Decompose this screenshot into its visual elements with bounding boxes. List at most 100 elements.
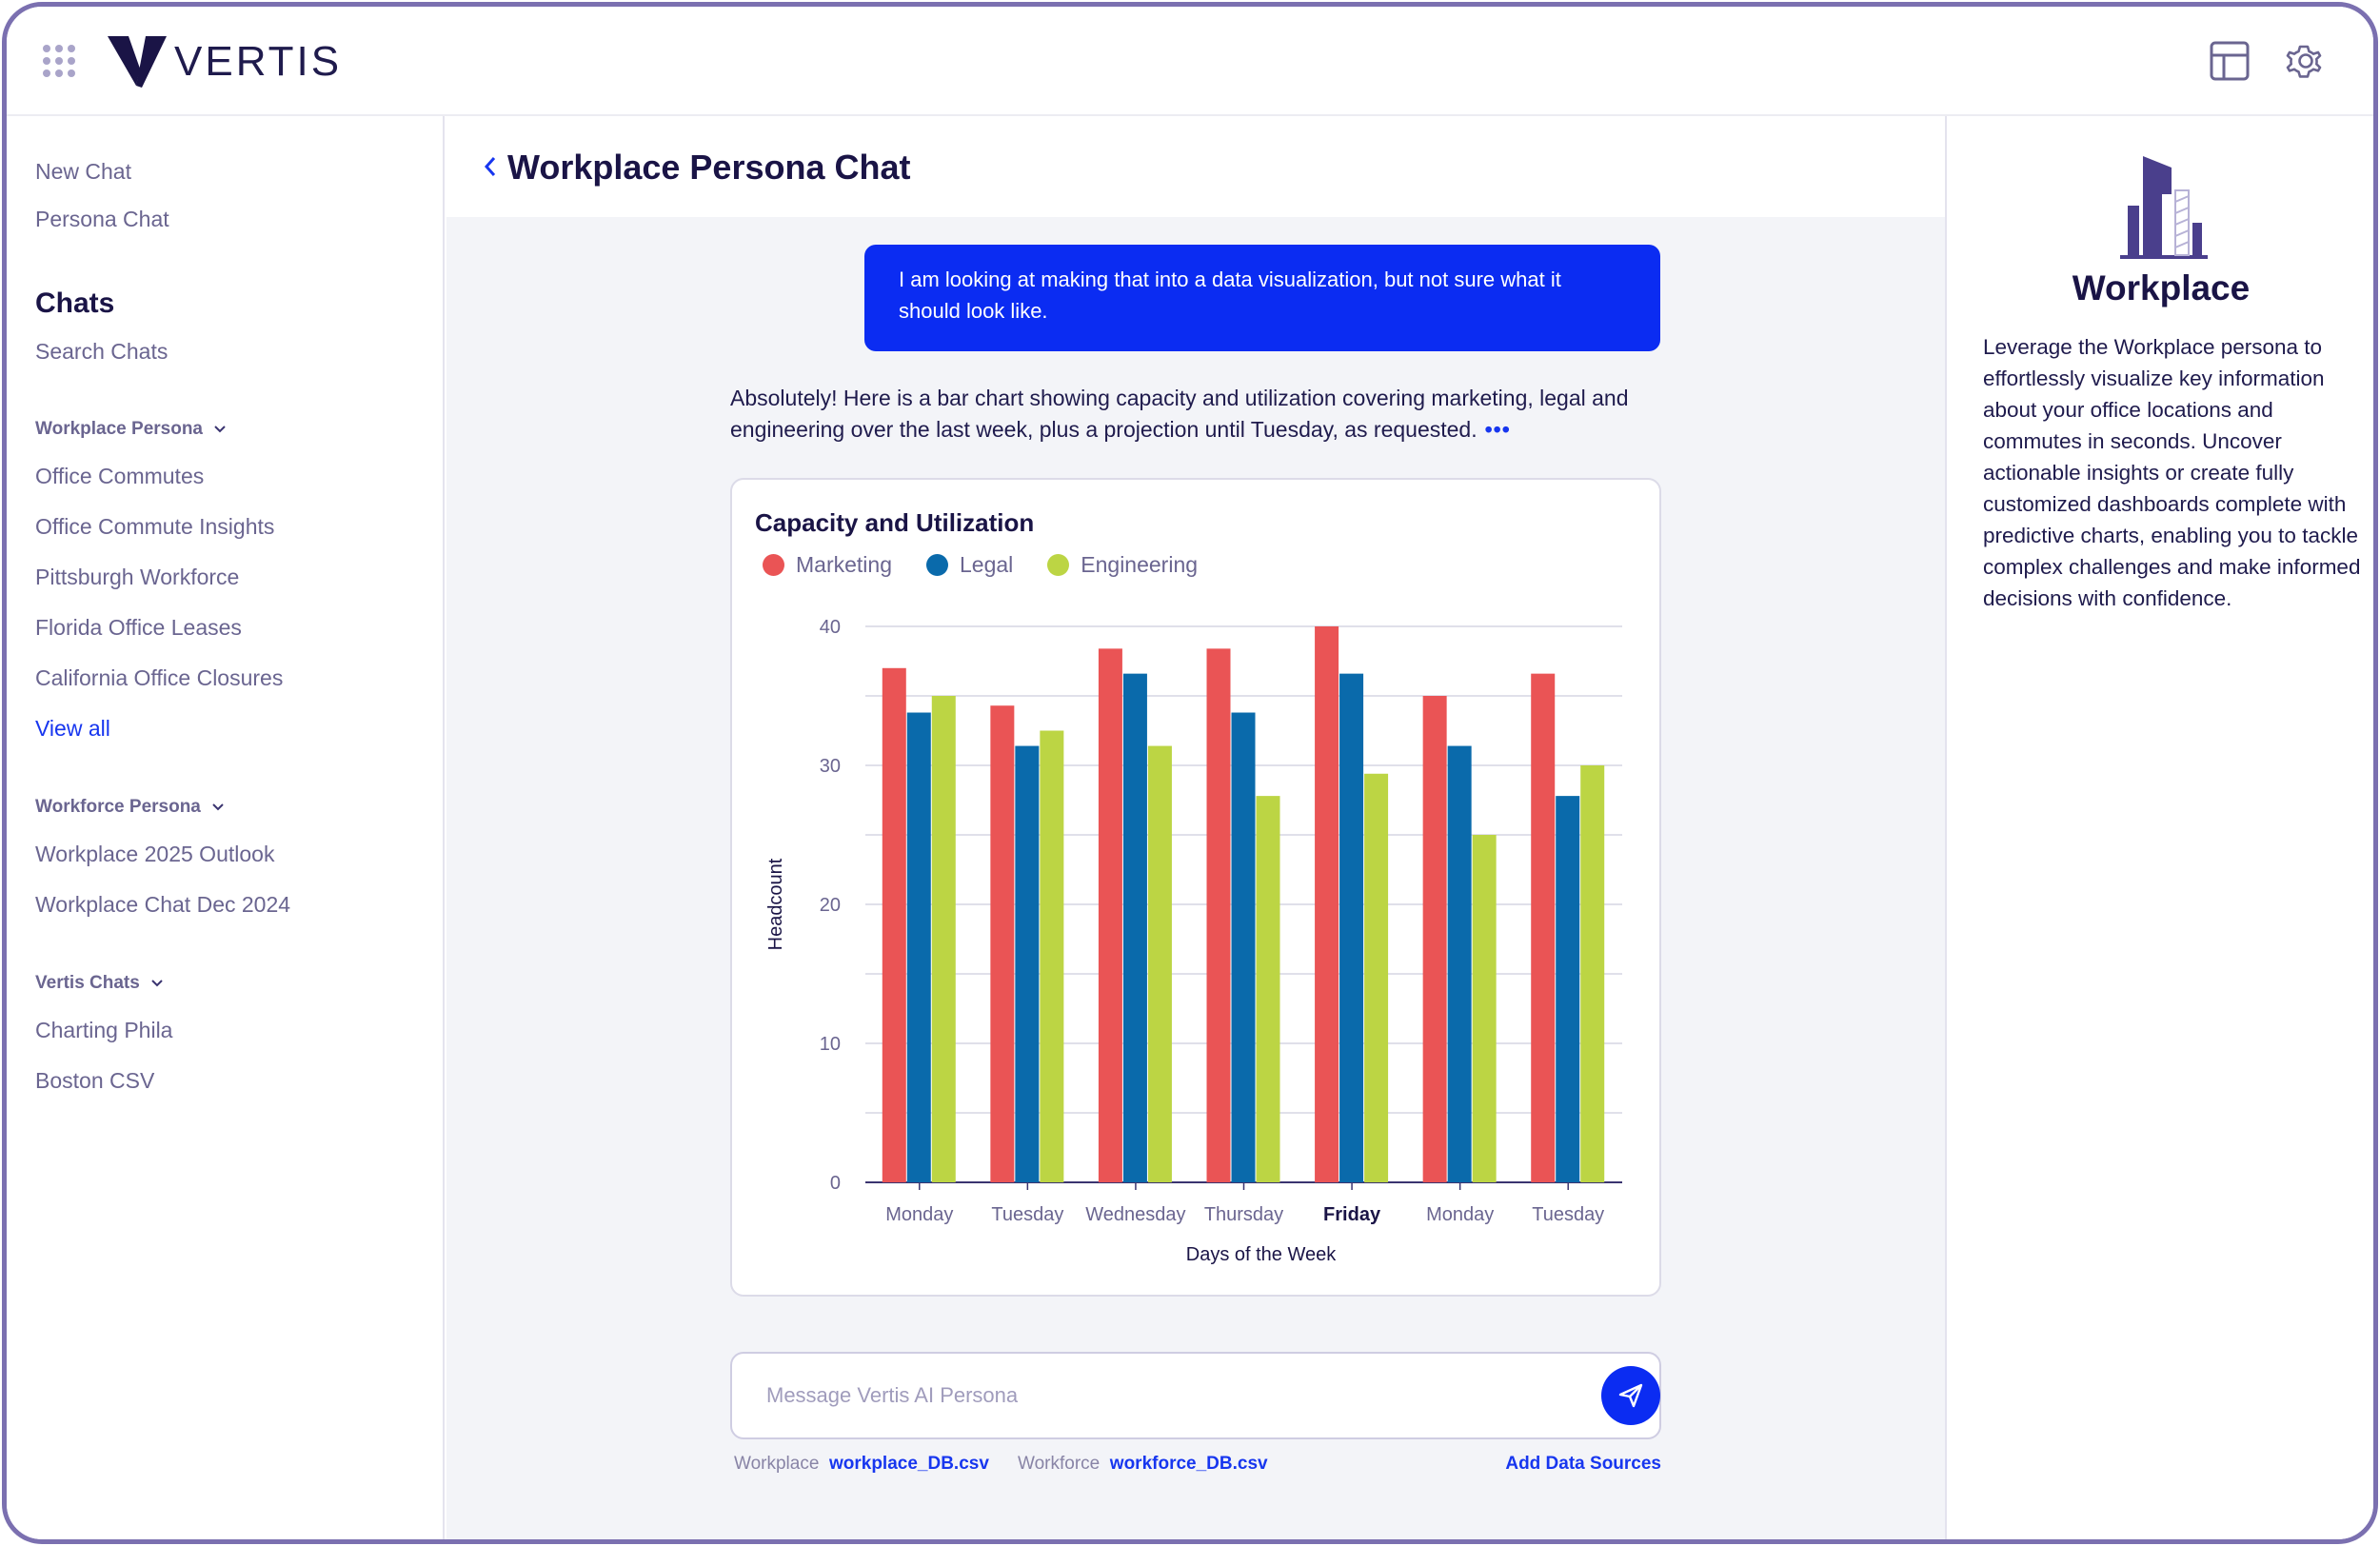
y-tick-label: 10 xyxy=(820,1034,841,1055)
sidebar-item-pittsburgh-workforce[interactable]: Pittsburgh Workforce xyxy=(35,565,240,589)
bar xyxy=(1472,835,1497,1182)
bar xyxy=(882,667,906,1182)
assistant-message-text: Absolutely! Here is a bar chart showing … xyxy=(730,386,1629,442)
chart-title: Capacity and Utilization xyxy=(755,508,1035,537)
chart-card: Capacity and Utilization Marketing Legal E… xyxy=(730,478,1661,1297)
message-input[interactable] xyxy=(766,1375,1528,1417)
more-options-icon[interactable]: ••• xyxy=(1484,417,1511,442)
legend-label: Engineering xyxy=(1081,552,1199,577)
message-composer xyxy=(730,1352,1661,1439)
sidebar-section-vertis-chats[interactable]: Vertis Chats xyxy=(35,973,165,994)
chats-heading: Chats xyxy=(35,287,115,319)
y-tick-label: 20 xyxy=(820,895,841,916)
sidebar-section-workforce-persona[interactable]: Workforce Persona xyxy=(35,797,226,818)
section-title: Workforce Persona xyxy=(35,797,201,817)
chat-main: Workplace Persona Chat I am looking at m… xyxy=(446,116,1945,1539)
data-source-workplace: Workplace workplace_DB.csv xyxy=(734,1454,989,1475)
x-tick-label: Friday xyxy=(1323,1204,1381,1225)
sidebar: New Chat Persona Chat Chats Search Chats… xyxy=(7,116,445,1539)
sidebar-item-charting-phila[interactable]: Charting Phila xyxy=(35,1018,173,1042)
y-tick-label: 30 xyxy=(820,756,841,777)
legend-item[interactable]: Engineering xyxy=(1047,552,1198,578)
legend-label: Legal xyxy=(959,552,1014,577)
user-message: I am looking at making that into a data … xyxy=(864,245,1660,351)
data-source-file-link[interactable]: workplace_DB.csv xyxy=(828,1454,989,1474)
bar-chart: 0 10 20 30 40 Monday Tuesday Wednesday Thursday F… xyxy=(765,617,1622,1265)
persona-panel: Workplace Leverage the Workplace persona… xyxy=(1945,116,2373,1539)
bar xyxy=(1015,745,1040,1182)
x-tick-label: Thursday xyxy=(1204,1204,1283,1225)
bar xyxy=(1556,796,1580,1182)
x-axis-title: Days of the Week xyxy=(1186,1244,1337,1265)
bar xyxy=(1364,773,1389,1182)
bar xyxy=(1447,745,1472,1182)
chevron-down-icon xyxy=(214,426,226,433)
sidebar-section-workplace-persona[interactable]: Workplace Persona xyxy=(35,419,228,440)
x-tick-label: Wednesday xyxy=(1085,1204,1185,1225)
legend-swatch xyxy=(925,554,948,576)
layout-icon[interactable] xyxy=(2206,37,2253,85)
send-icon xyxy=(1618,1383,1643,1408)
sidebar-item-new-chat[interactable]: New Chat xyxy=(35,159,131,184)
bar xyxy=(1040,730,1064,1182)
view-all-link[interactable]: View all xyxy=(35,716,110,741)
bar xyxy=(1147,745,1172,1182)
x-tick-label: Tuesday xyxy=(991,1204,1063,1225)
bar xyxy=(906,712,931,1182)
gear-icon[interactable] xyxy=(2280,37,2328,85)
data-source-label: Workplace xyxy=(734,1454,820,1474)
data-source-workforce: Workforce workforce_DB.csv xyxy=(1018,1454,1268,1475)
brand-name: VERTIS xyxy=(174,38,343,85)
sidebar-item-boston-csv[interactable]: Boston CSV xyxy=(35,1068,155,1093)
legend-label: Marketing xyxy=(796,552,892,577)
y-axis-title: Headcount xyxy=(765,858,786,950)
chevron-down-icon xyxy=(151,980,163,987)
bar xyxy=(1422,696,1447,1182)
sidebar-item-workplace-chat-dec-2024[interactable]: Workplace Chat Dec 2024 xyxy=(35,892,291,917)
bar xyxy=(1315,626,1339,1182)
section-title: Vertis Chats xyxy=(35,973,140,993)
bar xyxy=(931,696,956,1182)
x-tick-label: Tuesday xyxy=(1532,1204,1604,1225)
chevron-down-icon xyxy=(212,803,224,811)
bar xyxy=(1122,673,1147,1182)
assistant-message: Absolutely! Here is a bar chart showing … xyxy=(730,383,1663,446)
sidebar-item-office-commutes[interactable]: Office Commutes xyxy=(35,464,205,488)
data-source-file-link[interactable]: workforce_DB.csv xyxy=(1109,1454,1268,1474)
legend-swatch xyxy=(763,554,784,576)
y-tick-label: 40 xyxy=(820,617,841,638)
chat-header: Workplace Persona Chat xyxy=(446,116,1945,217)
x-tick-label: Monday xyxy=(1426,1204,1494,1225)
data-source-label: Workforce xyxy=(1018,1454,1101,1474)
legend-item[interactable]: Marketing xyxy=(763,552,892,578)
bar xyxy=(1098,648,1122,1182)
x-tick-label: Monday xyxy=(885,1204,953,1225)
bar xyxy=(1206,648,1231,1182)
legend-swatch xyxy=(1047,554,1070,576)
bar xyxy=(990,705,1015,1182)
bar xyxy=(1231,712,1256,1182)
sidebar-item-persona-chat[interactable]: Persona Chat xyxy=(35,207,169,231)
send-button[interactable] xyxy=(1601,1366,1660,1425)
sidebar-item-office-commute-insights[interactable]: Office Commute Insights xyxy=(35,514,275,539)
building-icon xyxy=(2120,156,2208,259)
bar xyxy=(1256,796,1280,1182)
apps-grid-icon[interactable] xyxy=(43,45,75,77)
brand-logo[interactable]: VERTIS xyxy=(108,33,342,90)
page-title: Workplace Persona Chat xyxy=(507,148,911,187)
data-sources-bar: Workplace workplace_DB.csv Workforce wor… xyxy=(734,1454,1661,1482)
legend-item[interactable]: Legal xyxy=(925,552,1014,578)
bar xyxy=(1339,673,1364,1182)
add-data-sources-button[interactable]: Add Data Sources xyxy=(1505,1454,1661,1474)
chart-legend: Marketing Legal Engineering xyxy=(763,552,1198,578)
bar xyxy=(1580,765,1605,1182)
sidebar-item-florida-office-leases[interactable]: Florida Office Leases xyxy=(35,615,242,640)
sidebar-item-workplace-2025-outlook[interactable]: Workplace 2025 Outlook xyxy=(35,842,275,866)
sidebar-item-search-chats[interactable]: Search Chats xyxy=(35,339,169,364)
section-title: Workplace Persona xyxy=(35,419,204,439)
y-tick-label: 0 xyxy=(830,1173,841,1194)
sidebar-item-california-office-closures[interactable]: California Office Closures xyxy=(35,665,284,690)
chevron-left-icon[interactable] xyxy=(481,154,500,179)
persona-title: Workplace xyxy=(2072,268,2251,307)
